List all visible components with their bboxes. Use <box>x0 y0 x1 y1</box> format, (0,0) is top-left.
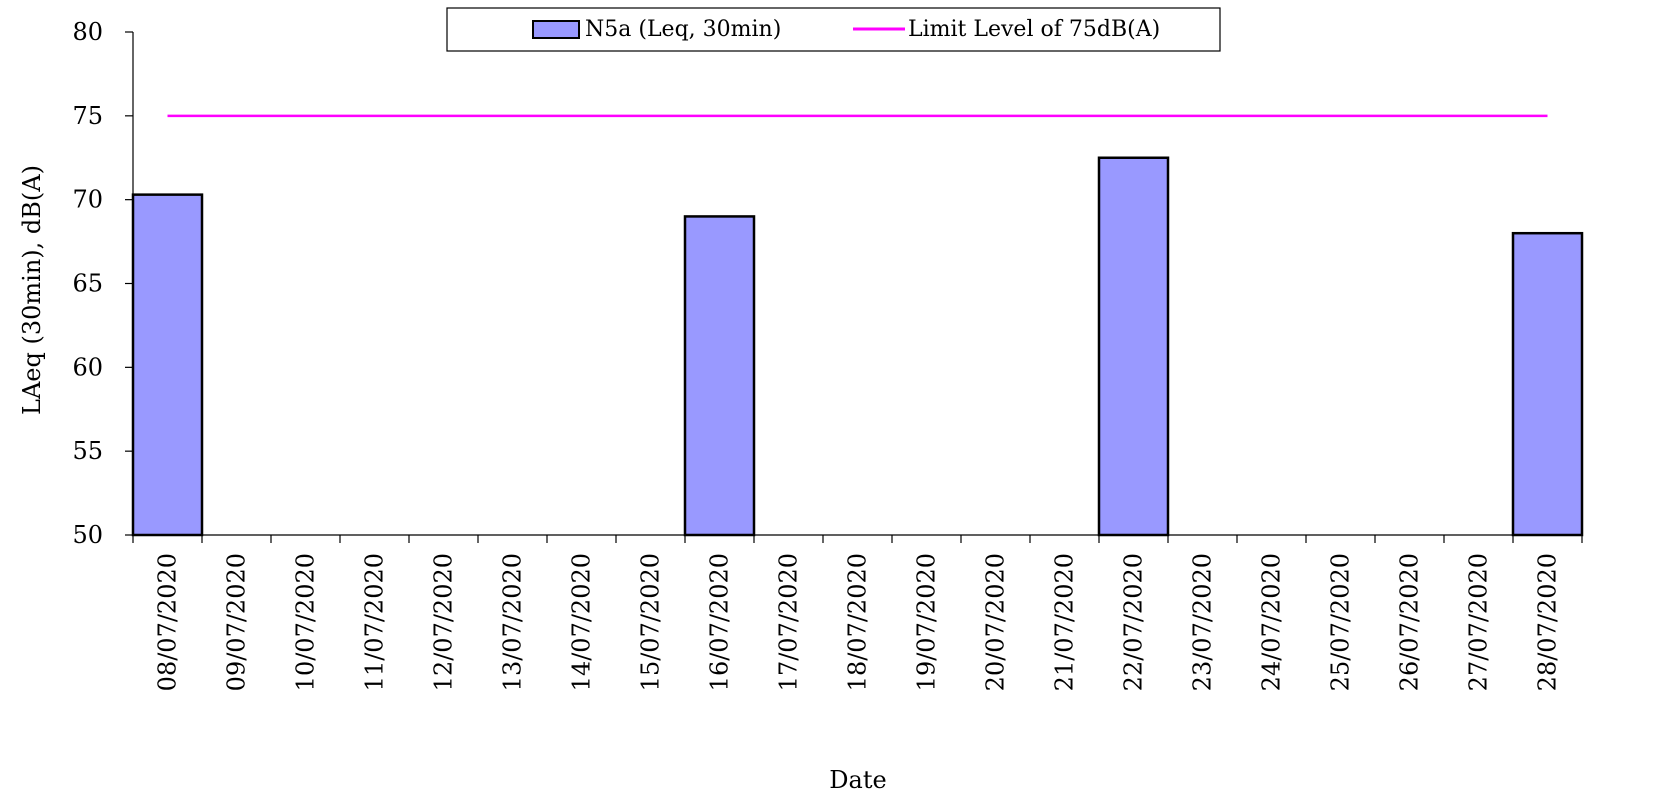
x-tick-label-25-07-2020: 25/07/2020 <box>1327 553 1355 691</box>
x-tick-label-11-07-2020: 11/07/2020 <box>361 553 389 691</box>
y-tick-label-60: 60 <box>72 353 103 381</box>
x-tick-label-19-07-2020: 19/07/2020 <box>913 553 941 691</box>
y-tick-label-75: 75 <box>72 102 103 130</box>
x-tick-label-17-07-2020: 17/07/2020 <box>775 553 803 691</box>
x-tick-label-18-07-2020: 18/07/2020 <box>844 553 872 691</box>
x-tick-label-20-07-2020: 20/07/2020 <box>982 553 1010 691</box>
ticks-layer: 50 55 60 65 70 75 80 08/07/2020 09/07/2020 10/07/… <box>72 18 1583 691</box>
axes-layer <box>132 32 1582 536</box>
x-tick-label-23-07-2020: 23/07/2020 <box>1189 553 1217 691</box>
y-axis-title: LAeq (30min), dB(A) <box>18 165 46 415</box>
legend-bar-label: N5a (Leq, 30min) <box>585 17 781 42</box>
x-tick-label-28-07-2020: 28/07/2020 <box>1534 553 1562 691</box>
bar-16-07-2020 <box>683 215 756 537</box>
x-tick-label-21-07-2020: 21/07/2020 <box>1051 553 1079 691</box>
x-tick-label-16-07-2020: 16/07/2020 <box>706 553 734 691</box>
legend-bar-swatch <box>532 20 580 39</box>
y-tick-label-50: 50 <box>72 521 103 549</box>
y-tick-label-70: 70 <box>72 186 103 214</box>
bar-28-07-2020 <box>1511 231 1584 537</box>
x-tick-label-24-07-2020: 24/07/2020 <box>1258 553 1286 691</box>
legend-line-label: Limit Level of 75dB(A) <box>908 17 1160 42</box>
x-tick-label-08-07-2020: 08/07/2020 <box>154 553 182 691</box>
y-tick-label-55: 55 <box>72 437 103 465</box>
x-tick-label-15-07-2020: 15/07/2020 <box>637 553 665 691</box>
bar-08-07-2020 <box>131 193 204 537</box>
legend: N5a (Leq, 30min) Limit Level of 75dB(A) <box>446 7 1221 52</box>
bar-22-07-2020 <box>1097 156 1170 537</box>
x-tick-label-22-07-2020: 22/07/2020 <box>1120 553 1148 691</box>
x-tick-label-13-07-2020: 13/07/2020 <box>499 553 527 691</box>
x-tick-label-12-07-2020: 12/07/2020 <box>430 553 458 691</box>
y-tick-label-80: 80 <box>72 18 103 46</box>
x-tick-label-26-07-2020: 26/07/2020 <box>1396 553 1424 691</box>
x-tick-label-10-07-2020: 10/07/2020 <box>292 553 320 691</box>
x-tick-label-09-07-2020: 09/07/2020 <box>223 553 251 691</box>
bars-layer <box>131 156 1584 537</box>
x-tick-label-27-07-2020: 27/07/2020 <box>1465 553 1493 691</box>
x-tick-label-14-07-2020: 14/07/2020 <box>568 553 596 691</box>
y-tick-label-65: 65 <box>72 270 103 298</box>
x-axis-title: Date <box>829 766 886 794</box>
